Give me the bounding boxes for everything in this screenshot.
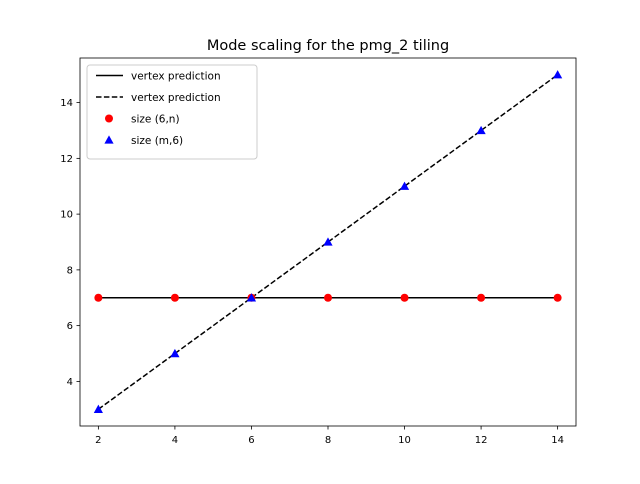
legend-box: [86, 64, 258, 160]
y-tick-label: 8: [67, 265, 73, 276]
y-tick-label: 6: [67, 321, 73, 332]
data-point-triangle: [553, 70, 563, 79]
y-tick-label: 14: [60, 98, 73, 109]
axes: 2 4 6 8 10 12 14 4 6 8 10 12 14: [60, 57, 577, 446]
legend: vertex prediction vertex prediction size (…: [86, 64, 258, 160]
legend-swatch-marker: [104, 135, 114, 144]
x-tick-label: 14: [551, 435, 564, 446]
data-point-circle: [553, 293, 562, 302]
legend-label: size (m,6): [131, 135, 183, 147]
data-point-circle: [170, 293, 179, 302]
data-point-circle: [477, 293, 486, 302]
legend-label: vertex prediction: [131, 92, 221, 104]
legend-label: size (6,n): [131, 114, 180, 126]
data-point-circle: [400, 293, 409, 302]
data-point-triangle: [476, 125, 486, 135]
y-tick-label: 4: [67, 377, 73, 388]
data-point-triangle: [93, 404, 103, 413]
y-tick-label: 10: [60, 210, 73, 221]
x-tick-label: 12: [475, 435, 488, 446]
x-tick-label: 6: [248, 435, 254, 446]
legend-label: vertex prediction: [131, 71, 221, 83]
plot-area: [93, 70, 563, 413]
data-point-triangle: [246, 293, 257, 302]
data-point-triangle: [323, 237, 333, 246]
data-point-circle: [324, 293, 332, 302]
legend-swatch-marker: [105, 114, 113, 123]
x-tick-label: 10: [398, 435, 411, 446]
x-tick-label: 4: [172, 435, 178, 446]
data-point-circle: [94, 293, 103, 302]
data-point-triangle: [399, 181, 410, 190]
x-tick-label: 2: [95, 435, 101, 446]
data-point-triangle: [170, 348, 180, 358]
chart-title: Mode scaling for the pmg_2 tiling: [207, 38, 449, 54]
y-tick-label: 12: [60, 154, 73, 165]
x-tick-label: 8: [325, 435, 331, 446]
